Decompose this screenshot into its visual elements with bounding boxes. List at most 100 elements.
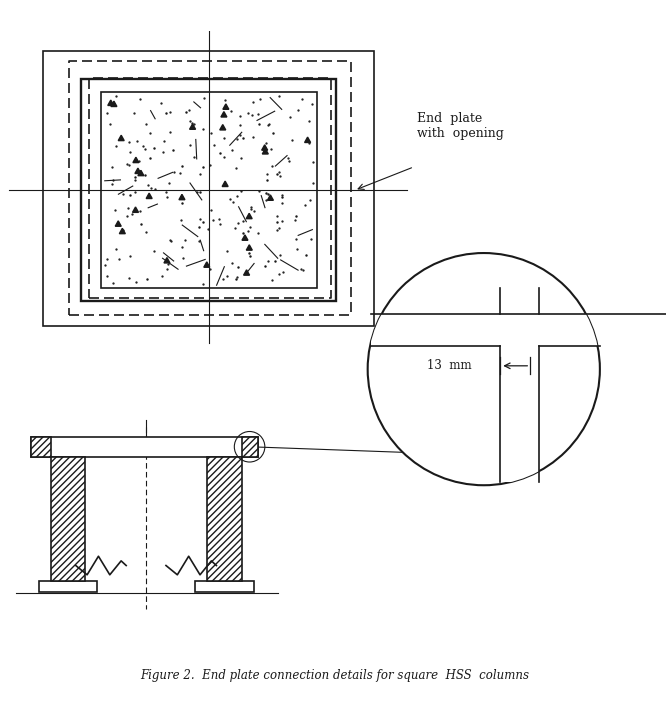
Polygon shape (118, 136, 124, 141)
Polygon shape (119, 228, 125, 233)
Point (307, 98, 318, 109)
Point (105, 118, 116, 130)
Polygon shape (262, 145, 268, 150)
Point (235, 129, 246, 141)
Point (298, 264, 308, 276)
Point (129, 107, 140, 119)
Bar (242, 436, 258, 457)
Polygon shape (204, 262, 210, 268)
Point (307, 157, 318, 168)
Point (135, 205, 146, 217)
Point (260, 137, 271, 149)
Point (225, 106, 236, 117)
Point (107, 278, 118, 289)
Point (135, 93, 146, 104)
Point (199, 92, 210, 104)
Bar (39, 581, 97, 592)
Point (204, 263, 215, 275)
Bar (371, 314, 500, 346)
Bar (500, 301, 539, 482)
Point (293, 104, 304, 115)
Point (283, 152, 294, 164)
Point (165, 234, 176, 246)
Point (248, 96, 258, 107)
Point (194, 235, 205, 247)
Point (195, 168, 205, 180)
Point (158, 146, 169, 158)
Circle shape (368, 253, 600, 485)
Polygon shape (135, 168, 141, 173)
Point (277, 197, 288, 209)
Polygon shape (222, 181, 228, 186)
Point (252, 108, 263, 120)
Point (266, 160, 277, 171)
Point (187, 117, 197, 128)
Point (205, 128, 216, 139)
Point (296, 263, 306, 275)
Point (238, 215, 249, 227)
Bar (31, 436, 258, 457)
Point (206, 204, 217, 215)
Point (134, 156, 145, 167)
Polygon shape (147, 193, 152, 199)
Point (207, 215, 218, 226)
Point (185, 115, 196, 127)
Point (161, 186, 171, 198)
Polygon shape (219, 125, 225, 130)
Point (140, 118, 151, 130)
Point (164, 177, 175, 189)
Bar (101, 93, 316, 289)
Point (286, 133, 297, 145)
Point (157, 270, 168, 281)
Point (183, 104, 194, 116)
Point (308, 177, 318, 189)
Point (222, 270, 233, 281)
Point (162, 263, 173, 275)
Point (111, 243, 122, 254)
Point (272, 224, 282, 236)
Polygon shape (115, 221, 121, 226)
Point (198, 123, 209, 135)
Text: 13  mm: 13 mm (427, 360, 472, 373)
Polygon shape (262, 149, 268, 154)
Polygon shape (179, 194, 185, 199)
Point (114, 253, 124, 265)
Point (125, 146, 136, 158)
Point (292, 244, 302, 255)
Point (185, 139, 195, 151)
Polygon shape (223, 104, 229, 109)
Polygon shape (221, 112, 227, 117)
Point (275, 170, 286, 182)
Point (255, 94, 266, 105)
Point (249, 205, 260, 217)
Point (304, 137, 314, 149)
Bar (500, 314, 616, 346)
Point (175, 167, 185, 179)
Polygon shape (244, 270, 250, 276)
Point (277, 188, 288, 200)
Point (195, 214, 205, 225)
Text: End  plate
with  opening: End plate with opening (417, 112, 504, 140)
Point (243, 225, 254, 237)
Point (118, 188, 128, 199)
Point (124, 272, 134, 283)
Point (231, 162, 242, 173)
Point (274, 249, 285, 261)
Point (227, 196, 238, 207)
Point (124, 159, 134, 170)
Point (227, 144, 237, 156)
Point (299, 199, 310, 211)
Point (165, 126, 175, 138)
Point (304, 115, 314, 127)
Point (108, 175, 118, 186)
Point (229, 223, 240, 234)
Point (276, 215, 287, 227)
Point (278, 266, 288, 278)
Point (121, 210, 132, 221)
Point (165, 235, 176, 247)
Point (102, 270, 112, 282)
Point (306, 233, 316, 245)
Point (215, 218, 226, 230)
Bar (43, 51, 375, 326)
Polygon shape (164, 257, 170, 263)
